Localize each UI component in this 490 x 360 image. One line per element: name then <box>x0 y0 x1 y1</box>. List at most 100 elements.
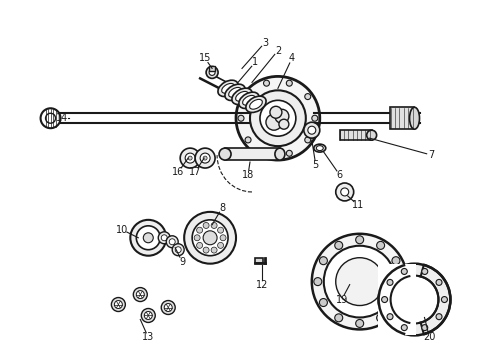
Circle shape <box>308 126 316 134</box>
Circle shape <box>185 153 195 163</box>
Text: 17: 17 <box>189 167 201 177</box>
Circle shape <box>324 246 395 318</box>
Circle shape <box>312 115 318 121</box>
Circle shape <box>436 279 442 285</box>
Bar <box>378 264 416 336</box>
Circle shape <box>391 276 439 323</box>
Ellipse shape <box>218 80 238 96</box>
Circle shape <box>203 222 209 229</box>
Circle shape <box>161 301 175 315</box>
Circle shape <box>441 297 447 302</box>
Circle shape <box>387 314 393 320</box>
Circle shape <box>172 244 184 256</box>
Ellipse shape <box>229 87 242 97</box>
Circle shape <box>377 242 385 249</box>
Ellipse shape <box>219 148 231 160</box>
Circle shape <box>305 94 311 100</box>
Circle shape <box>166 236 178 248</box>
Ellipse shape <box>367 130 377 140</box>
Circle shape <box>209 69 215 75</box>
Circle shape <box>305 137 311 143</box>
Ellipse shape <box>410 107 419 129</box>
Circle shape <box>436 314 442 320</box>
Circle shape <box>158 232 170 244</box>
Circle shape <box>175 247 181 253</box>
Text: 16: 16 <box>172 167 184 177</box>
Circle shape <box>245 94 251 100</box>
Circle shape <box>46 113 55 123</box>
Circle shape <box>264 150 270 156</box>
Circle shape <box>422 269 428 274</box>
Circle shape <box>141 309 155 323</box>
Text: 5: 5 <box>313 160 319 170</box>
Circle shape <box>392 257 400 265</box>
Circle shape <box>266 114 282 130</box>
Circle shape <box>196 227 202 233</box>
Circle shape <box>401 325 407 330</box>
Circle shape <box>211 247 217 253</box>
Circle shape <box>335 242 343 249</box>
Text: 3: 3 <box>262 37 268 48</box>
Circle shape <box>319 298 327 306</box>
Circle shape <box>245 137 251 143</box>
Text: 12: 12 <box>256 280 268 289</box>
Circle shape <box>203 156 207 160</box>
Circle shape <box>286 80 293 86</box>
Text: 18: 18 <box>242 170 254 180</box>
Ellipse shape <box>243 95 255 105</box>
Circle shape <box>206 67 218 78</box>
Circle shape <box>377 314 385 322</box>
Circle shape <box>136 226 160 250</box>
Circle shape <box>401 269 407 274</box>
Circle shape <box>250 90 306 146</box>
Text: 9: 9 <box>179 257 185 267</box>
Bar <box>255 258 263 263</box>
Circle shape <box>275 109 289 123</box>
Ellipse shape <box>314 144 326 152</box>
Circle shape <box>336 183 354 201</box>
Circle shape <box>356 319 364 328</box>
Text: 19: 19 <box>336 294 348 305</box>
Bar <box>340 130 371 140</box>
Circle shape <box>218 242 223 248</box>
Circle shape <box>236 76 320 160</box>
Circle shape <box>379 264 450 336</box>
Text: 14: 14 <box>56 113 69 123</box>
Circle shape <box>238 115 244 121</box>
Circle shape <box>314 278 322 285</box>
Circle shape <box>260 100 296 136</box>
Ellipse shape <box>232 88 252 104</box>
Circle shape <box>203 247 209 253</box>
Circle shape <box>133 288 147 302</box>
Ellipse shape <box>275 148 285 160</box>
Circle shape <box>143 233 153 243</box>
Circle shape <box>203 231 217 245</box>
Circle shape <box>194 235 200 241</box>
Circle shape <box>397 278 406 285</box>
Text: 6: 6 <box>337 170 343 180</box>
Circle shape <box>41 108 61 128</box>
Text: 15: 15 <box>199 54 211 63</box>
Circle shape <box>422 325 428 330</box>
Circle shape <box>341 188 349 196</box>
Text: 20: 20 <box>423 332 436 342</box>
Circle shape <box>335 314 343 322</box>
Circle shape <box>200 153 210 163</box>
Ellipse shape <box>221 84 234 93</box>
Circle shape <box>264 80 270 86</box>
Circle shape <box>169 239 175 245</box>
Circle shape <box>279 119 289 129</box>
Circle shape <box>130 220 166 256</box>
Circle shape <box>286 150 293 156</box>
Text: 13: 13 <box>142 332 154 342</box>
Circle shape <box>304 122 320 138</box>
Circle shape <box>144 311 152 319</box>
Text: 4: 4 <box>289 54 295 63</box>
Bar <box>209 67 215 71</box>
Circle shape <box>387 279 393 285</box>
Text: 2: 2 <box>275 45 281 55</box>
Bar <box>390 107 414 129</box>
Circle shape <box>180 148 200 168</box>
Circle shape <box>392 298 400 306</box>
Circle shape <box>220 235 226 241</box>
